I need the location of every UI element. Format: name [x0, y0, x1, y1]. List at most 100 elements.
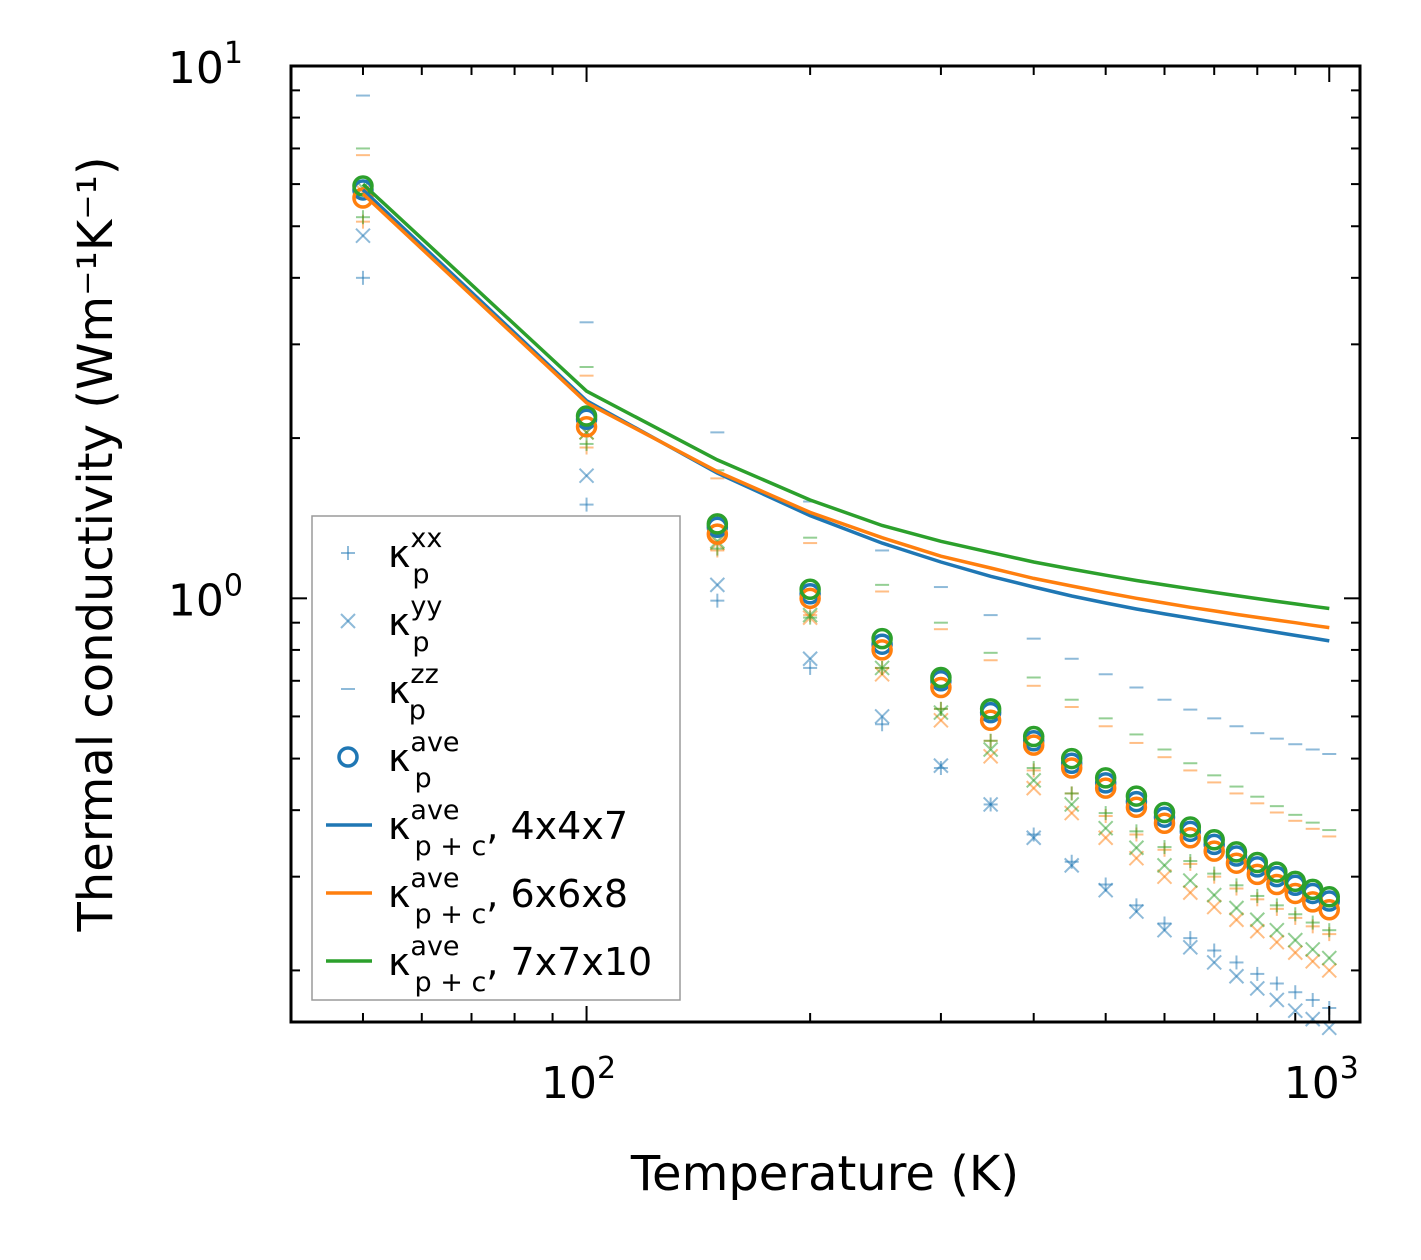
point-kxx-7x7x10-700	[1207, 866, 1222, 881]
x-b	[1063, 857, 1080, 874]
legend-label-2: κzz p	[388, 659, 439, 726]
point-kxx-4x4x7-600	[1157, 916, 1172, 931]
point-kxx-7x7x10-400	[1026, 761, 1041, 776]
legend-sup: ave	[410, 727, 459, 758]
legend-handle-1	[340, 613, 356, 629]
point-kave-7x7x10-100	[575, 405, 598, 427]
point-kyy-4x4x7-150	[709, 577, 726, 593]
point-kave-7x7x10-150	[706, 513, 729, 535]
point-kave-6x6x8-1000	[1318, 899, 1341, 921]
legend-sub: p	[409, 695, 426, 726]
x-tick-label-1000: 103	[1284, 1051, 1359, 1109]
point-kxx-7x7x10-100	[579, 436, 594, 451]
point-kxx-4x4x7-650	[1183, 931, 1198, 946]
x-b	[1025, 830, 1042, 846]
point-kxx-7x7x10-800	[1250, 888, 1265, 903]
point-kave-6x6x8-350	[979, 709, 1002, 732]
x-b	[1097, 882, 1114, 898]
point-kyy-7x7x10-650	[1182, 872, 1199, 889]
point-kyy-6x6x8-750	[1228, 912, 1245, 928]
point-kyy-6x6x8-950	[1305, 953, 1321, 970]
x-b	[1321, 962, 1337, 979]
point-kyy-7x7x10-750	[1228, 900, 1245, 916]
point-kxx-4x4x7-750	[1229, 955, 1244, 970]
point-kxx-4x4x7-850	[1269, 976, 1284, 991]
x-b	[933, 704, 949, 721]
x-b	[1156, 922, 1173, 938]
legend-sup: ave	[410, 863, 459, 894]
x-b	[1063, 796, 1080, 813]
x-b	[1206, 887, 1222, 903]
legend-sub: p + c	[415, 899, 487, 930]
x-b	[1228, 900, 1245, 916]
point-kxx-7x7x10-750	[1229, 878, 1244, 893]
point-kave-6x6x8-700	[1203, 840, 1225, 862]
x-b	[709, 577, 726, 593]
point-kyy-7x7x10-550	[1128, 840, 1145, 856]
point-kxx-4x4x7-200	[803, 660, 818, 675]
point-kave-7x7x10-800	[1246, 851, 1269, 874]
x-b	[1305, 953, 1321, 970]
legend-handle-0	[341, 546, 355, 560]
y-tick-label-1-exp: 0	[224, 568, 243, 603]
legend-sub: p	[415, 763, 432, 794]
point-kyy-7x7x10-500	[1097, 820, 1114, 836]
x-tick-label-100-exp: 2	[597, 1051, 616, 1086]
legend-kappa: κ	[388, 940, 410, 984]
point-kyy-4x4x7-750	[1228, 968, 1245, 984]
point-kave-7x7x10-650	[1179, 816, 1202, 838]
point-kxx-4x4x7-950	[1305, 992, 1320, 1007]
point-kave-7x7x10-850	[1266, 861, 1288, 883]
point-kxx-7x7x10-850	[1269, 898, 1284, 913]
x-b	[1228, 968, 1245, 984]
x-b	[933, 757, 949, 774]
point-kyy-7x7x10-850	[1269, 922, 1285, 938]
point-kxx-7x7x10-950	[1305, 915, 1320, 930]
x-b	[1156, 857, 1173, 874]
legend-kappa: κ	[388, 804, 410, 848]
plot-frame	[289, 64, 1362, 1024]
x-b	[355, 227, 371, 244]
point-kyy-6x6x8-350	[982, 748, 999, 764]
point-kave-7x7x10-400	[1022, 725, 1045, 748]
x-b	[1228, 912, 1245, 928]
legend-kappa: κ	[388, 532, 410, 576]
point-kxx-4x4x7-700	[1207, 943, 1222, 958]
point-kave-7x7x10-250	[871, 627, 893, 650]
legend-suffix: , 7x7x10	[486, 940, 652, 984]
line-kpc-6x6x8	[361, 192, 1330, 630]
point-kave-7x7x10-750	[1225, 841, 1248, 863]
legend-suffix: , 6x6x8	[486, 872, 628, 916]
point-kave-7x7x10-500	[1094, 767, 1117, 789]
point-kave-6x6x8-250	[871, 639, 893, 661]
legend-kappa: κ	[388, 668, 410, 712]
x-b	[1206, 954, 1222, 971]
x-b	[1097, 820, 1114, 836]
point-kxx-4x4x7-50	[355, 270, 370, 285]
x-b	[1287, 944, 1303, 961]
point-kyy-6x6x8-300	[933, 712, 949, 729]
point-kyy-7x7x10-450	[1063, 796, 1080, 813]
point-kyy-6x6x8-600	[1156, 868, 1173, 885]
x-b	[982, 748, 999, 764]
point-kxx-7x7x10-1000	[1322, 923, 1337, 938]
point-kxx-7x7x10-650	[1183, 854, 1198, 869]
point-kxx-4x4x7-150	[710, 593, 725, 608]
point-kyy-4x4x7-700	[1206, 954, 1222, 971]
line-kpc-7x7x10	[361, 182, 1330, 611]
x-axis-label: Temperature (K)	[630, 1146, 1019, 1202]
point-kyy-4x4x7-850	[1269, 992, 1285, 1008]
x-b	[1156, 868, 1173, 885]
point-kxx-7x7x10-200	[803, 610, 818, 625]
x-b	[1025, 780, 1042, 796]
point-kyy-4x4x7-950	[1305, 1011, 1321, 1027]
x-b	[1287, 1003, 1303, 1019]
point-kave-6x6x8-500	[1094, 777, 1117, 799]
legend-sub: p + c	[415, 831, 487, 862]
point-kyy-4x4x7-900	[1287, 1003, 1303, 1019]
point-kyy-6x6x8-650	[1182, 884, 1199, 901]
point-kave-7x7x10-350	[979, 698, 1002, 720]
x-b	[933, 712, 949, 729]
point-kxx-4x4x7-400	[1026, 827, 1041, 842]
